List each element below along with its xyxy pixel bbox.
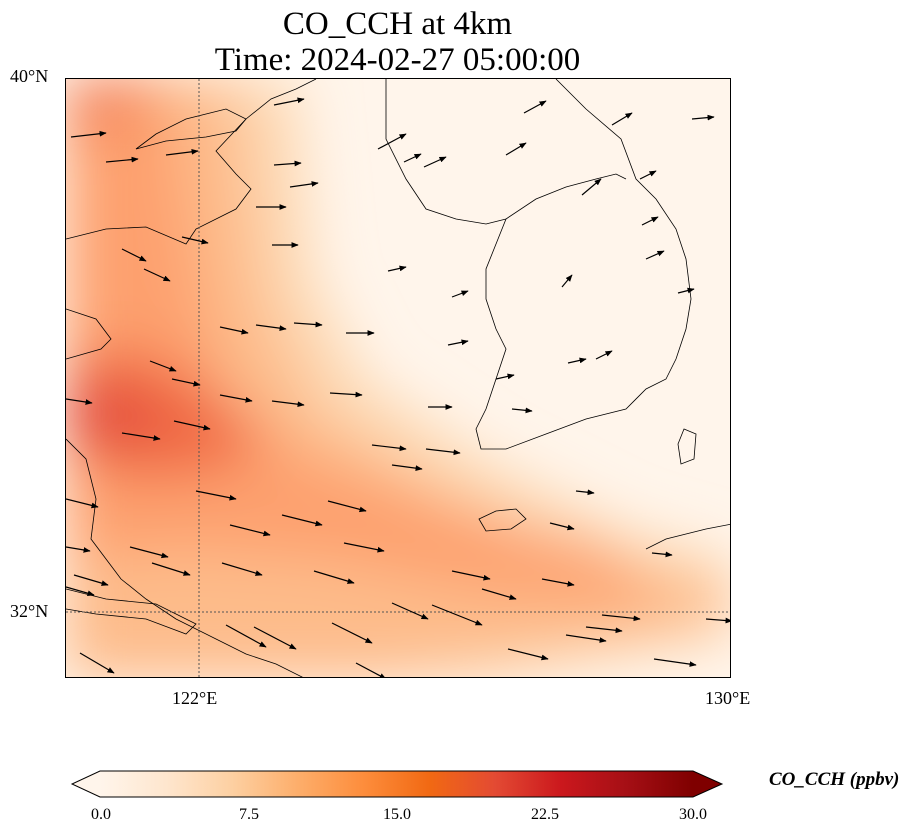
concentration-field (66, 79, 730, 677)
wind-vectors (66, 97, 730, 677)
colorbar-tick: 7.5 (239, 806, 259, 823)
map-time-subtitle: Time: 2024-02-27 05:00:00 (214, 42, 581, 78)
lon-tick-122e: 122°E (172, 688, 218, 708)
colorbar-tick: 0.0 (91, 806, 111, 823)
map-canvas (66, 79, 730, 677)
colorbar-outline (70, 770, 724, 798)
lat-tick-32n: 32°N (10, 601, 49, 621)
map-title: CO_CCH at 4km (282, 6, 513, 42)
lon-tick-130e: 130°E (705, 688, 751, 708)
colorbar-extend-max (693, 771, 722, 797)
colorbar-tick: 30.0 (679, 806, 707, 823)
colorbar-tick: 22.5 (531, 806, 559, 823)
colorbar-extend-min (72, 771, 100, 797)
colorbar-bar (100, 771, 693, 797)
colorbar (70, 770, 724, 798)
lat-tick-40n: 40°N (10, 66, 49, 86)
gridlines (66, 79, 730, 677)
coastlines (66, 79, 730, 677)
colorbar-label: CO_CCH (ppbv) (769, 769, 900, 790)
colorbar-tick: 15.0 (383, 806, 411, 823)
map-panel[interactable] (65, 78, 731, 678)
